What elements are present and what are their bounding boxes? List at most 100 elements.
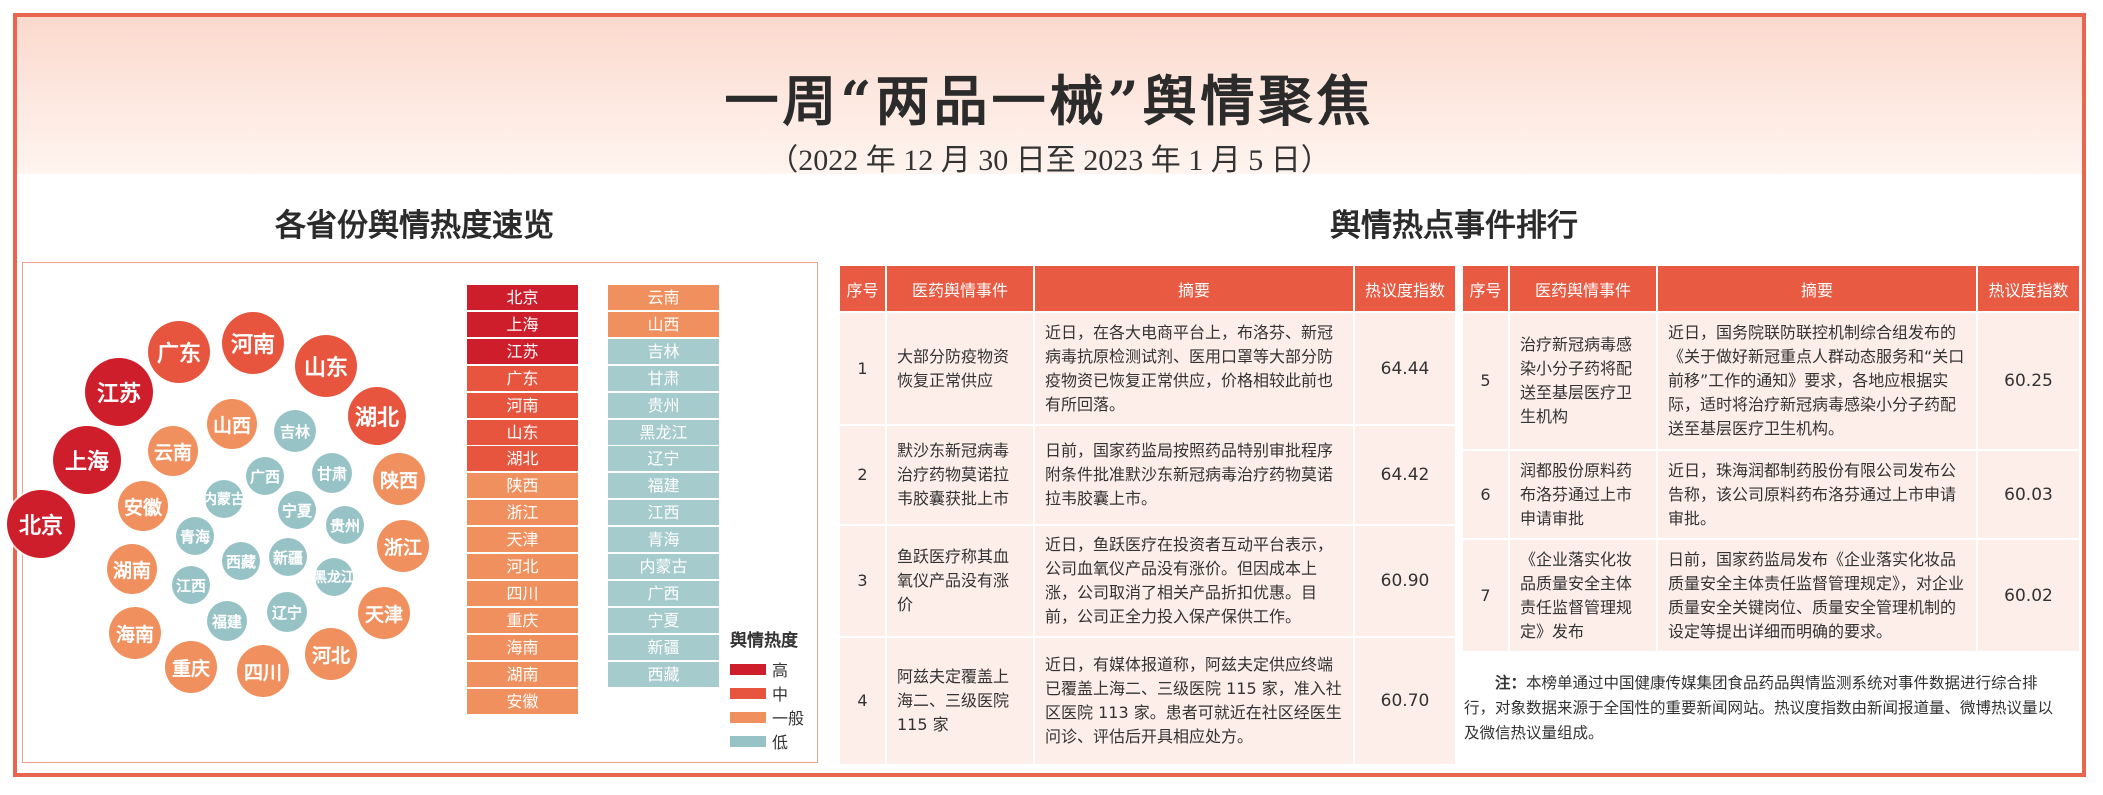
events-section-title: 舆情热点事件排行 [1330,208,1578,244]
col-header-summary: 摘要 [1033,264,1355,313]
ranking-cell: 宁夏 [608,607,719,634]
province-bubble: 河北 [305,628,357,680]
province-bubble: 天津 [358,587,410,639]
table-row: 7 《企业落实化妆品质量安全主体责任监督管理规定》发布 日前，国家药监局发布《企业落… [1461,538,2081,653]
table-row: 5 治疗新冠病毒感染小分子药将配送至基层医疗卫生机构 近日，国务院联防联控机制综合组… [1461,311,2081,451]
col-header-score: 热议度指数 [1353,264,1457,313]
col-header-event: 医药舆情事件 [1508,264,1658,313]
legend-title: 舆情热度 [730,631,798,651]
col-header-idx: 序号 [838,264,887,313]
event-index: 6 [1461,449,1510,540]
province-bubble: 云南 [148,426,198,476]
event-summary: 近日，在各大电商平台上，布洛芬、新冠病毒抗原检测试剂、医用口罩等大部分防疫物资已… [1033,311,1355,426]
ranking-cell: 江苏 [467,338,578,365]
ranking-cell: 北京 [467,285,578,311]
outer-frame [13,13,2086,777]
province-bubble: 内蒙古 [203,480,245,518]
event-score: 64.44 [1353,311,1457,426]
province-bubble: 青海 [176,517,214,555]
province-bubble: 新疆 [269,538,307,576]
ranking-cell: 广西 [608,580,719,607]
province-bubble: 广西 [246,457,284,495]
province-bubble: 山东 [295,335,357,397]
ranking-cell: 西藏 [608,661,719,688]
event-summary: 日前，国家药监局按照药品特别审批程序附条件批准默沙东新冠病毒治疗药物莫诺拉韦胶囊… [1033,424,1355,526]
event-score: 60.25 [1976,311,2081,451]
legend-item: 中 [730,681,804,705]
legend-swatch [730,711,766,723]
ranking-cell: 青海 [608,527,719,554]
note-label: 注： [1495,673,1527,692]
header-band: 一周“两品一械”舆情聚焦 （2022 年 12 月 30 日至 2023 年 1… [17,17,2082,177]
province-bubble: 吉林 [274,410,316,452]
province-bubble: 宁夏 [278,491,316,529]
legend-label: 低 [772,733,789,752]
ranking-cell: 四川 [467,580,578,607]
ranking-cell: 福建 [608,473,719,500]
ranking-cell: 湖北 [467,446,578,473]
ranking-cell: 湖南 [467,661,578,688]
ranking-cell: 云南 [608,285,719,311]
col-header-score: 热议度指数 [1976,264,2081,313]
footnote: 注：本榜单通过中国健康传媒集团食品药品舆情监测系统对事件数据进行综合排行，对象数… [1464,670,2066,746]
heat-legend: 舆情热度 高中一般低 [730,626,804,753]
event-score: 60.90 [1353,524,1457,638]
ranking-cell: 浙江 [467,500,578,527]
events-table-right: 序号 医药舆情事件 摘要 热议度指数 5 治疗新冠病毒感染小分子药将配送至基层医疗… [1461,264,2081,653]
ranking-cell: 河南 [467,392,578,419]
page-title: 一周“两品一械”舆情聚焦 [724,69,1375,133]
page-subtitle: （2022 年 12 月 30 日至 2023 年 1 月 5 日） [768,144,1331,177]
event-name: 鱼跃医疗称其血氧仪产品没有涨价 [885,524,1035,638]
legend-item: 低 [730,729,804,753]
event-index: 5 [1461,311,1510,451]
province-bubble: 湖南 [107,544,157,594]
events-table-left: 序号 医药舆情事件 摘要 热议度指数 1 大部分防疫物资恢复正常供应 近日，在各大电… [838,264,1457,766]
province-bubble: 重庆 [165,641,217,693]
event-summary: 近日，鱼跃医疗在投资者互动平台表示，公司血氧仪产品没有涨价。但因成本上涨，公司取… [1033,524,1355,638]
ranking-cell: 吉林 [608,338,719,365]
table-row: 6 润都股份原料药布洛芬通过上市申请审批 近日，珠海润都制药股份有限公司发布公告称，… [1461,449,2081,540]
legend-swatch [730,663,766,675]
province-bubble: 四川 [237,645,289,697]
province-bubble: 湖北 [348,387,406,445]
province-bubble: 北京 [7,490,75,558]
ranking-cell: 辽宁 [608,446,719,473]
event-name: 默沙东新冠病毒治疗药物莫诺拉韦胶囊获批上市 [885,424,1035,526]
event-name: 阿兹夫定覆盖上海二、三级医院115 家 [885,636,1035,766]
ranking-cell: 黑龙江 [608,419,719,446]
ranking-cell: 河北 [467,554,578,580]
table-row: 3 鱼跃医疗称其血氧仪产品没有涨价 近日，鱼跃医疗在投资者互动平台表示，公司血氧仪产… [838,524,1457,638]
legend-item: 一般 [730,705,804,729]
ranking-cell: 陕西 [467,473,578,500]
ranking-cell: 新疆 [608,634,719,661]
province-bubble: 山西 [207,399,257,449]
note-text: 本榜单通过中国健康传媒集团食品药品舆情监测系统对事件数据进行综合排行，对象数据来… [1464,674,2054,742]
province-section-title: 各省份舆情热度速览 [275,208,554,244]
province-bubble: 浙江 [377,520,429,572]
event-summary: 近日，珠海润都制药股份有限公司发布公告称，该公司原料药布洛芬通过上市申请审批。 [1656,449,1978,540]
col-header-event: 医药舆情事件 [885,264,1035,313]
event-name: 治疗新冠病毒感染小分子药将配送至基层医疗卫生机构 [1508,311,1658,451]
event-index: 2 [838,424,887,526]
ranking-cell: 上海 [467,311,578,338]
legend-swatch [730,687,766,699]
province-bubble: 河南 [222,312,284,374]
event-summary: 近日，国务院联防联控机制综合组发布的《关于做好新冠重点人群动态服务和“关口前移”… [1656,311,1978,451]
province-bubble: 甘肃 [312,453,352,493]
event-summary: 近日，有媒体报道称，阿兹夫定供应终端已覆盖上海二、三级医院 115 家，准入社区… [1033,636,1355,766]
table-row: 4 阿兹夫定覆盖上海二、三级医院115 家近日，有媒体报道称，阿兹夫定供应终端已覆… [838,636,1457,766]
province-bubble: 广东 [148,321,210,383]
province-bubble: 贵州 [326,506,364,544]
ranking-cell: 山西 [608,311,719,338]
event-name: 润都股份原料药布洛芬通过上市申请审批 [1508,449,1658,540]
province-bubble: 西藏 [222,542,260,580]
event-index: 4 [838,636,887,766]
ranking-cell: 甘肃 [608,365,719,392]
ranking-cell: 天津 [467,527,578,554]
ranking-cell: 安徽 [467,688,578,715]
province-bubble: 江西 [172,566,210,604]
province-bubble: 上海 [53,426,121,494]
table-row: 2 默沙东新冠病毒治疗药物莫诺拉韦胶囊获批上市 日前，国家药监局按照药品特别审批程序… [838,424,1457,526]
ranking-cell: 贵州 [608,392,719,419]
event-summary: 日前，国家药监局发布《企业落实化妆品质量安全主体责任监督管理规定》，对企业质量安… [1656,538,1978,653]
